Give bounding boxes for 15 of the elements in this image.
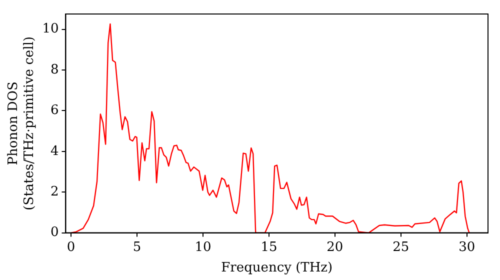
x-tick-label: 15	[260, 240, 278, 255]
x-tick-label: 25	[392, 240, 410, 255]
x-axis-title: Frequency (THz)	[221, 260, 333, 276]
y-tick-label: 0	[50, 225, 59, 240]
x-tick-label: 10	[194, 240, 212, 255]
x-tick-label: 20	[326, 240, 344, 255]
x-tick-label: 30	[458, 240, 476, 255]
x-tick-label: 0	[66, 240, 76, 255]
y-tick-label: 10	[42, 22, 59, 37]
y-tick-label: 2	[50, 184, 59, 200]
y-axis-title: Phonon DOS (States/THz·primitive cell)	[6, 36, 37, 210]
y-tick-label: 6	[50, 103, 59, 118]
y-tick-label: 8	[50, 62, 59, 78]
y-tick-label: 4	[50, 144, 59, 159]
x-tick-label: 5	[132, 240, 142, 255]
